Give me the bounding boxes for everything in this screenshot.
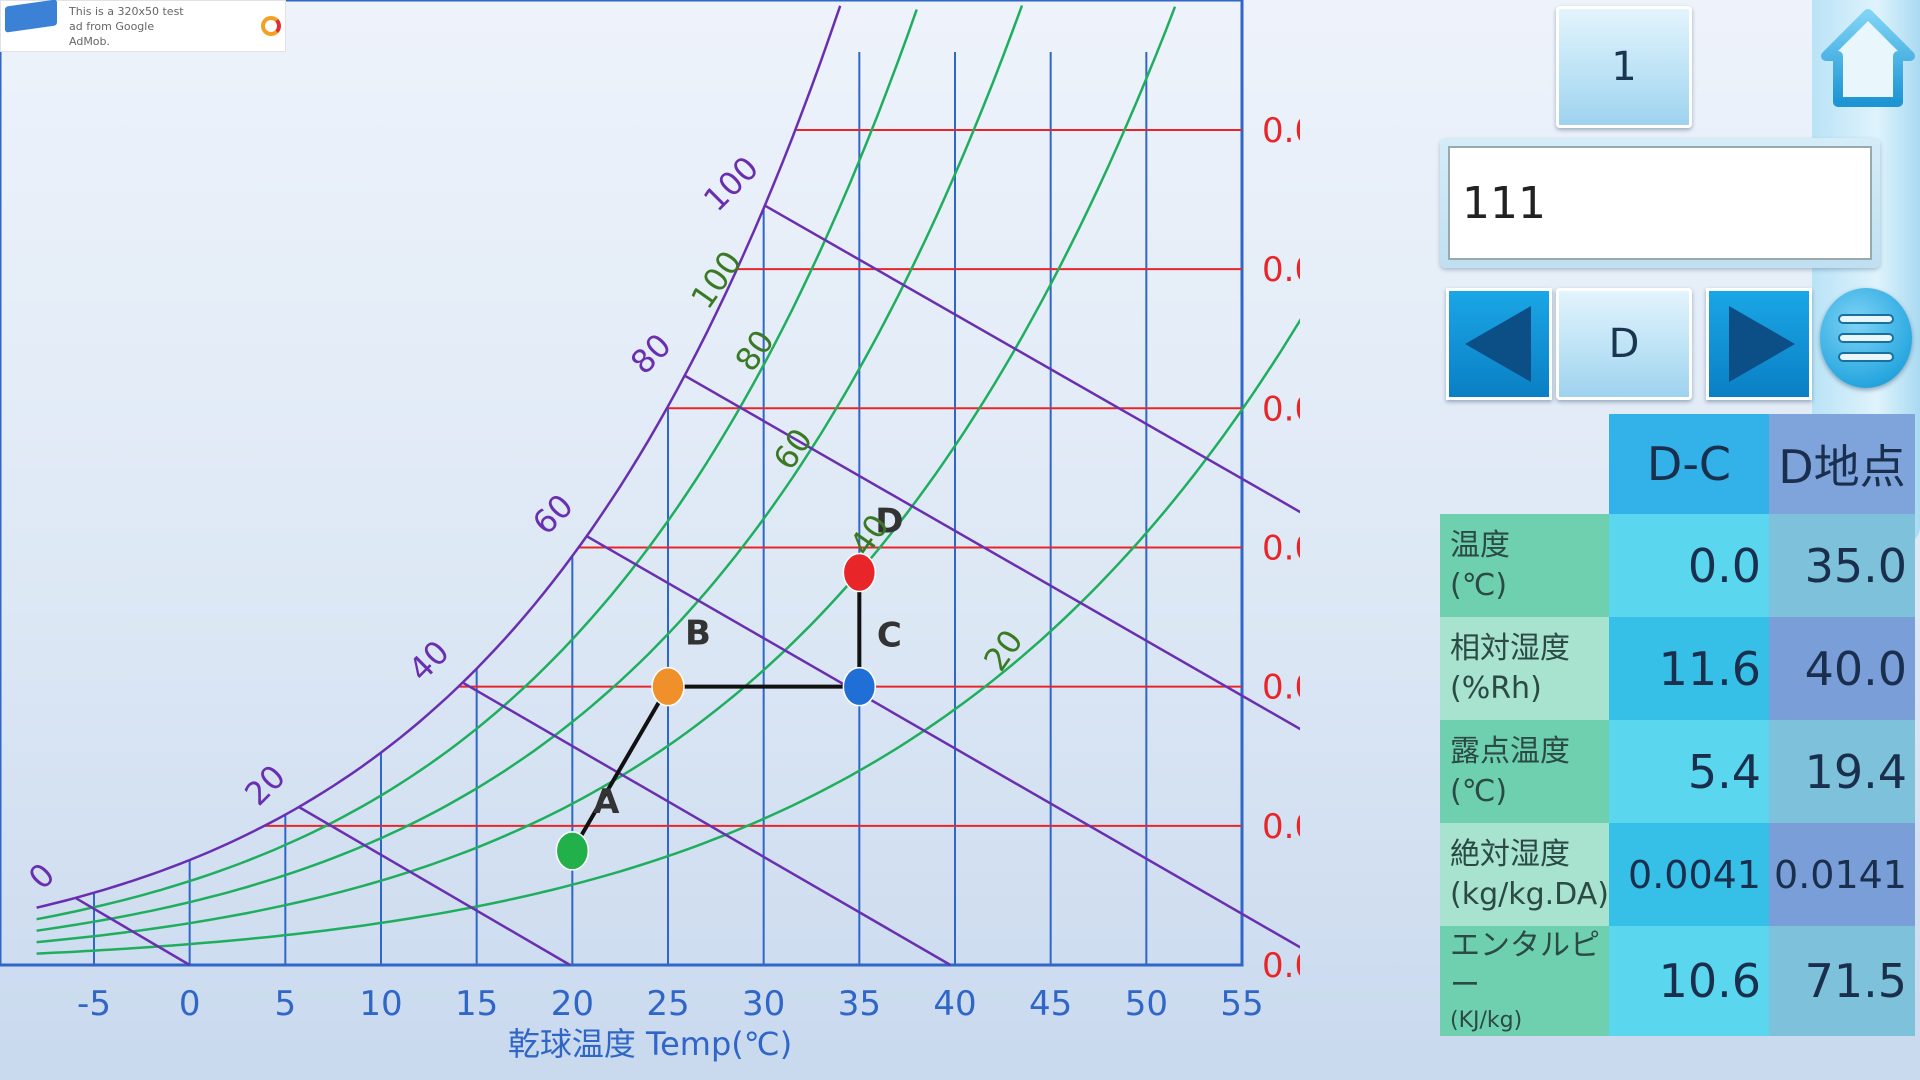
rh-curve-20 xyxy=(36,318,1300,955)
x-tick-label: -5 xyxy=(77,984,111,1024)
diff-cell: 0.0 xyxy=(1608,514,1769,617)
right-arrow-icon xyxy=(1729,306,1795,382)
point-a-label: A xyxy=(593,782,620,822)
enthalpy-label: 0 xyxy=(21,855,62,896)
value-cell: 35.0 xyxy=(1768,514,1915,617)
value-cell: 0.0141 xyxy=(1768,823,1915,926)
x-tick-label: 15 xyxy=(455,984,498,1024)
row-label: 相対湿度 (%Rh) xyxy=(1440,617,1609,720)
name-field-frame xyxy=(1440,138,1880,268)
enthalpy-line-0 xyxy=(74,896,191,967)
point-d-marker[interactable] xyxy=(842,552,877,593)
enthalpy-label: 60 xyxy=(525,487,581,543)
enthalpy-label: 100 xyxy=(696,149,766,219)
diff-cell: 0.0041 xyxy=(1608,823,1769,926)
row-label: 露点温度 (℃) xyxy=(1440,720,1609,823)
table-row: 相対湿度 (%Rh) 11.6 40.0 xyxy=(1440,617,1915,720)
header-point: D地点 xyxy=(1768,414,1915,514)
enthalpy-line-20 xyxy=(298,805,571,967)
point-c-label: C xyxy=(877,616,902,656)
y-tick-label: 0.025 xyxy=(1262,250,1300,290)
x-tick-label: 30 xyxy=(742,984,785,1024)
enthalpy-label: 40 xyxy=(401,633,457,689)
y-tick-label: 0.000 xyxy=(1262,946,1300,986)
rh-label: 60 xyxy=(766,422,820,477)
table-row: 温度 (℃) 0.0 35.0 xyxy=(1440,514,1915,617)
point-d-label: D xyxy=(875,502,903,542)
rh-curve-100 xyxy=(36,5,842,909)
x-tick-label: 50 xyxy=(1125,984,1168,1024)
enthalpy-line-100 xyxy=(764,204,1300,514)
value-cell: 71.5 xyxy=(1768,926,1915,1036)
enthalpy-line-40 xyxy=(462,681,952,967)
number-button-label: 1 xyxy=(1611,44,1637,90)
point-c-marker[interactable] xyxy=(842,666,877,707)
point-selector[interactable]: D xyxy=(1556,288,1692,400)
row-label: エンタルピー (KJ/kg) xyxy=(1440,926,1609,1036)
point-a-marker[interactable] xyxy=(555,831,590,871)
x-tick-label: 45 xyxy=(1029,984,1072,1024)
y-tick-label: 0.020 xyxy=(1262,389,1300,429)
row-label: 絶対湿度 (kg/kg.DA) xyxy=(1440,823,1609,926)
x-tick-label: 55 xyxy=(1220,984,1263,1024)
process-path xyxy=(570,572,862,852)
table-row: エンタルピー (KJ/kg) 10.6 71.5 xyxy=(1440,926,1915,1036)
rh-label: 100 xyxy=(683,244,749,316)
rh-curve-80 xyxy=(36,9,918,921)
ad-text: This is a 320x50 test ad from Google AdM… xyxy=(69,4,184,48)
home-icon[interactable] xyxy=(1818,6,1918,114)
point-selector-label: D xyxy=(1608,321,1640,367)
value-cell: 19.4 xyxy=(1768,720,1915,823)
plot-frame xyxy=(0,0,1244,967)
x-tick-label: 10 xyxy=(359,984,402,1024)
y-tick-label: 0.015 xyxy=(1262,528,1300,568)
number-button[interactable]: 1 xyxy=(1556,6,1692,128)
prev-point-button[interactable] xyxy=(1446,288,1552,400)
x-tick-label: 5 xyxy=(275,984,297,1024)
diff-cell: 5.4 xyxy=(1608,720,1769,823)
point-b-marker[interactable] xyxy=(651,666,685,707)
table-row: 絶対湿度 (kg/kg.DA) 0.0041 0.0141 xyxy=(1440,823,1915,926)
table-header-row: D-C D地点 xyxy=(1440,414,1915,514)
left-arrow-icon xyxy=(1465,306,1531,382)
y-tick-label: 0.005 xyxy=(1262,807,1300,847)
rh-label: 80 xyxy=(727,323,781,378)
header-blank xyxy=(1440,414,1609,514)
next-point-button[interactable] xyxy=(1706,288,1812,400)
enthalpy-line-80 xyxy=(684,374,1300,731)
results-table: D-C D地点 温度 (℃) 0.0 35.0 相対湿度 (%Rh) 11.6 40… xyxy=(1440,414,1915,1036)
x-axis-label: 乾球温度 Temp(℃) xyxy=(508,1025,792,1063)
name-input[interactable] xyxy=(1448,146,1872,260)
x-tick-label: 25 xyxy=(646,984,689,1024)
enthalpy-label: 20 xyxy=(237,757,293,813)
point-b-label: B xyxy=(685,614,711,654)
y-tick-label: 0.010 xyxy=(1262,668,1300,708)
value-cell: 40.0 xyxy=(1768,617,1915,720)
menu-button[interactable] xyxy=(1820,288,1912,388)
header-diff: D-C xyxy=(1608,414,1769,514)
admob-icon xyxy=(261,16,281,36)
rh-curve-60 xyxy=(36,5,1024,932)
y-tick-label: 0.030 xyxy=(1262,111,1300,151)
x-tick-label: 0 xyxy=(179,984,201,1024)
x-tick-label: 20 xyxy=(551,984,594,1024)
x-tick-label: 40 xyxy=(933,984,976,1024)
enthalpy-line-60 xyxy=(586,535,1300,949)
psychrometric-chart[interactable]: A B C D -5 0 5 10 15 20 25 30 35 40 45 50 550.000 0.005 0… xyxy=(0,0,1300,1080)
ad-logo-icon xyxy=(5,0,63,49)
rh-curve-40 xyxy=(36,6,1177,944)
table-row: 露点温度 (℃) 5.4 19.4 xyxy=(1440,720,1915,823)
diff-cell: 10.6 xyxy=(1608,926,1769,1036)
row-label: 温度 (℃) xyxy=(1440,514,1609,617)
rh-label: 20 xyxy=(976,623,1030,678)
ad-banner[interactable]: This is a 320x50 test ad from Google AdM… xyxy=(0,0,286,52)
x-tick-label: 35 xyxy=(838,984,881,1024)
enthalpy-label: 80 xyxy=(623,326,679,382)
diff-cell: 11.6 xyxy=(1608,617,1769,720)
